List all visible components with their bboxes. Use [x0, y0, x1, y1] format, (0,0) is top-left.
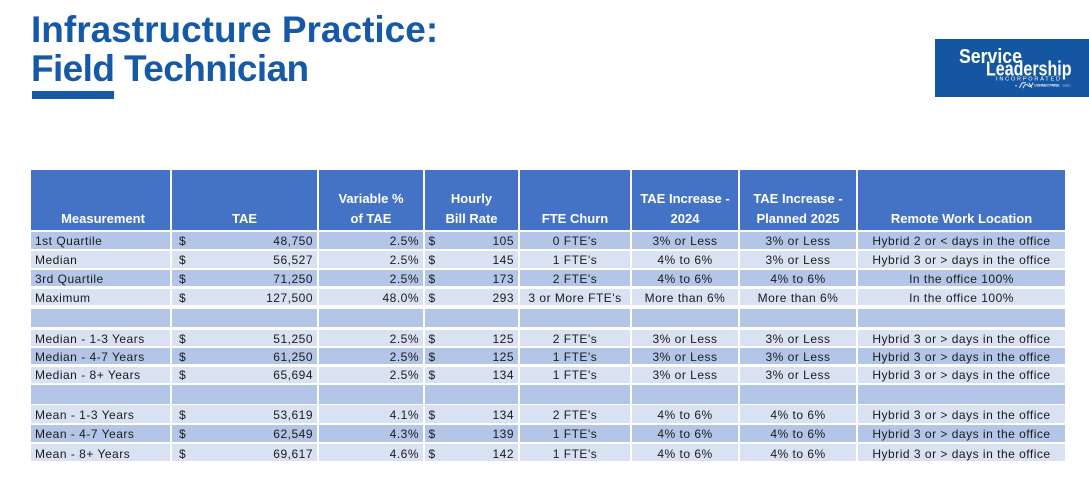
svg-text:Service: Service — [959, 45, 1022, 68]
svg-text:CONNECTWISE: CONNECTWISE — [1034, 84, 1060, 88]
svg-text:solution: solution — [1063, 83, 1071, 87]
svg-text:Leadership: Leadership — [986, 58, 1072, 81]
svg-text:INCORPORATED: INCORPORATED — [996, 77, 1060, 83]
